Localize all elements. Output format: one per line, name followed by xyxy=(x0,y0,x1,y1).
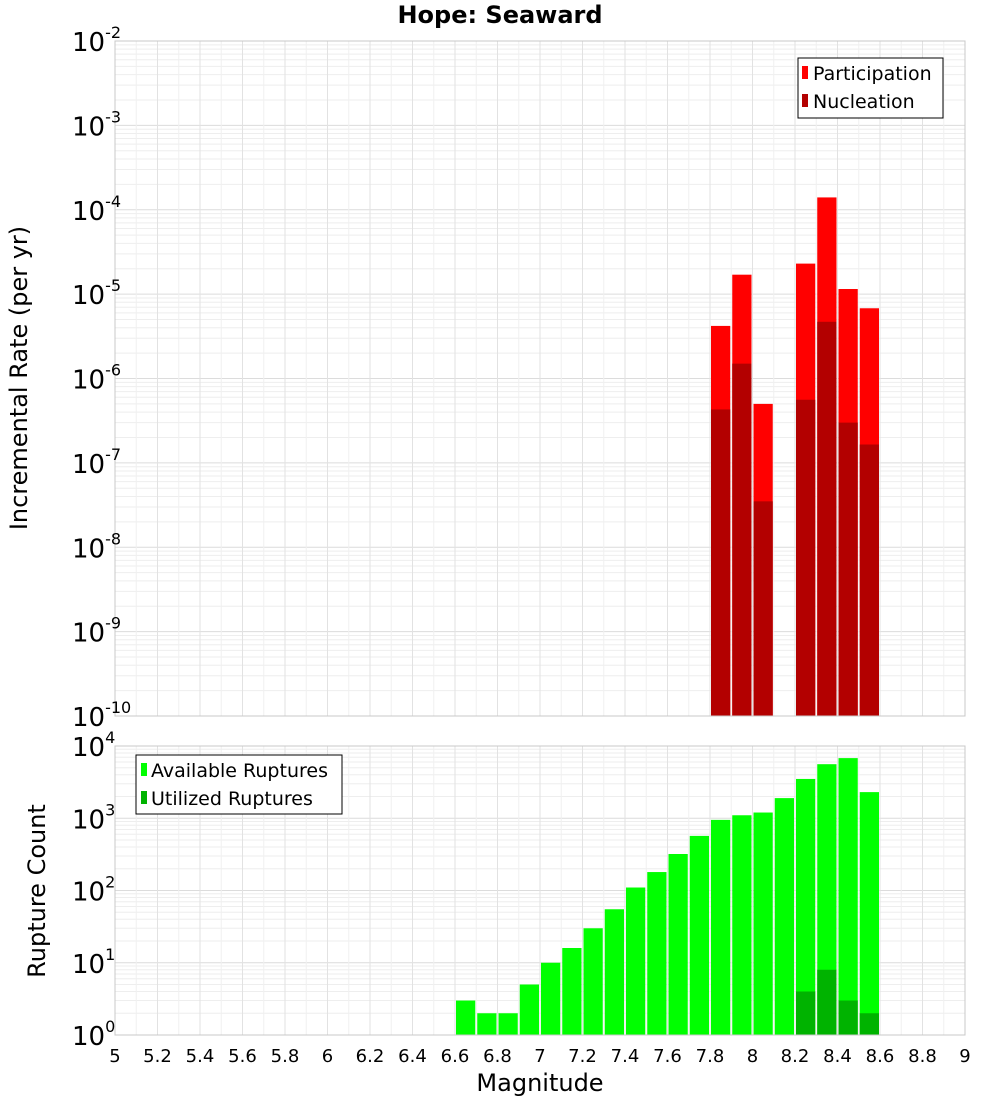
available-bar xyxy=(753,812,773,1035)
available-bar xyxy=(817,764,837,1035)
x-tick-label: 5.4 xyxy=(186,1046,215,1067)
x-tick-label: 5 xyxy=(109,1046,120,1067)
utilized-bar xyxy=(859,1013,879,1035)
available-bar xyxy=(732,815,752,1035)
count-y-tick-label: 103 xyxy=(72,800,115,835)
available-bar xyxy=(456,1000,476,1035)
legend-available-label: Available Ruptures xyxy=(151,760,328,782)
available-bar xyxy=(541,962,561,1035)
x-axis-label: Magnitude xyxy=(476,1069,603,1097)
utilized-bar xyxy=(817,969,837,1035)
x-tick-label: 7.2 xyxy=(568,1046,597,1067)
x-tick-label: 6.8 xyxy=(483,1046,512,1067)
utilized-bar xyxy=(838,1000,858,1035)
legend-participation-label: Participation xyxy=(813,63,932,85)
rate-panel: 10-10 10-9 10-8 10-7 10-6 10-5 10-4 10-3 10-2 In… xyxy=(5,23,966,733)
rate-legend: Participation Nucleation xyxy=(797,57,944,119)
rate-y-ticks: 10-10 10-9 10-8 10-7 10-6 10-5 10-4 10-3 10-2 xyxy=(72,23,131,733)
count-y-axis-label: Rupture Count xyxy=(23,804,51,978)
available-bar xyxy=(689,835,709,1035)
available-bar xyxy=(711,819,731,1035)
x-tick-label: 5.2 xyxy=(143,1046,172,1067)
count-legend: Available Ruptures Utilized Ruptures xyxy=(135,754,343,815)
count-y-ticks: 100 101 102 103 104 xyxy=(72,728,115,1052)
rate-y-tick-label: 10-5 xyxy=(72,276,121,311)
nucleation-bar xyxy=(817,321,837,716)
x-tick-label: 8.8 xyxy=(908,1046,937,1067)
legend-participation-swatch xyxy=(802,66,808,79)
x-tick-label: 7.4 xyxy=(611,1046,640,1067)
rate-y-tick-label: 10-4 xyxy=(72,192,121,227)
available-bar xyxy=(583,928,603,1035)
available-bar xyxy=(498,1013,518,1035)
x-tick-label: 8.6 xyxy=(866,1046,895,1067)
rate-y-axis-label: Incremental Rate (per yr) xyxy=(5,226,33,530)
x-ticks: 5 5.2 5.4 5.6 5.8 6 6.2 6.4 6.6 6.8 7 7.2 7.4 7.6 7.8 8… xyxy=(109,1046,970,1067)
rate-y-tick-label: 10-10 xyxy=(72,698,131,733)
rate-y-tick-label: 10-9 xyxy=(72,614,121,649)
x-tick-label: 6.6 xyxy=(441,1046,470,1067)
legend-available-swatch xyxy=(141,763,147,776)
x-tick-label: 6.4 xyxy=(398,1046,427,1067)
x-tick-label: 7.8 xyxy=(696,1046,725,1067)
available-bar xyxy=(562,948,582,1035)
utilized-bars xyxy=(796,969,879,1035)
x-tick-label: 6 xyxy=(322,1046,333,1067)
legend-nucleation-swatch xyxy=(802,94,808,107)
nucleation-bar xyxy=(732,363,752,716)
x-tick-label: 6.2 xyxy=(356,1046,385,1067)
available-bar xyxy=(796,778,816,1035)
available-bar xyxy=(477,1013,497,1035)
nucleation-bar xyxy=(838,422,858,716)
legend-utilized-swatch xyxy=(141,791,147,804)
count-y-tick-label: 102 xyxy=(72,873,115,908)
available-bars xyxy=(456,758,879,1035)
nucleation-bar xyxy=(796,399,816,716)
x-tick-label: 8.4 xyxy=(823,1046,852,1067)
rate-y-tick-label: 10-8 xyxy=(72,529,121,564)
rate-gridlines xyxy=(114,41,966,717)
rate-y-tick-label: 10-7 xyxy=(72,445,121,480)
available-bar xyxy=(604,909,624,1035)
chart-title: Hope: Seaward xyxy=(397,1,602,29)
utilized-bar xyxy=(796,991,816,1035)
nucleation-bar xyxy=(753,501,773,716)
x-tick-label: 7 xyxy=(534,1046,545,1067)
available-bar xyxy=(774,798,794,1035)
count-y-tick-label: 100 xyxy=(72,1017,115,1052)
available-bar xyxy=(668,854,688,1035)
nucleation-bar xyxy=(711,409,731,716)
x-tick-label: 8 xyxy=(747,1046,758,1067)
available-bar xyxy=(647,872,667,1035)
x-tick-label: 8.2 xyxy=(781,1046,810,1067)
x-tick-label: 5.6 xyxy=(228,1046,257,1067)
count-y-tick-label: 101 xyxy=(72,945,115,980)
x-tick-label: 9 xyxy=(959,1046,970,1067)
legend-utilized-label: Utilized Ruptures xyxy=(151,788,313,810)
count-panel: 100 101 102 103 104 5 5.2 5.4 5.6 5.8 6 6.2 6.4 6.6 6… xyxy=(23,728,971,1097)
available-bar xyxy=(519,984,539,1035)
legend-nucleation-label: Nucleation xyxy=(813,91,915,113)
count-y-tick-label: 104 xyxy=(72,728,115,763)
available-bar xyxy=(838,758,858,1035)
x-tick-label: 5.8 xyxy=(271,1046,300,1067)
available-bar xyxy=(626,887,646,1035)
rate-y-tick-label: 10-6 xyxy=(72,361,121,396)
rate-y-tick-label: 10-2 xyxy=(72,23,121,58)
nucleation-bar xyxy=(859,444,879,716)
nucleation-bars xyxy=(711,321,879,716)
rate-y-tick-label: 10-3 xyxy=(72,107,121,142)
available-bar xyxy=(859,792,879,1035)
x-tick-label: 7.6 xyxy=(653,1046,682,1067)
